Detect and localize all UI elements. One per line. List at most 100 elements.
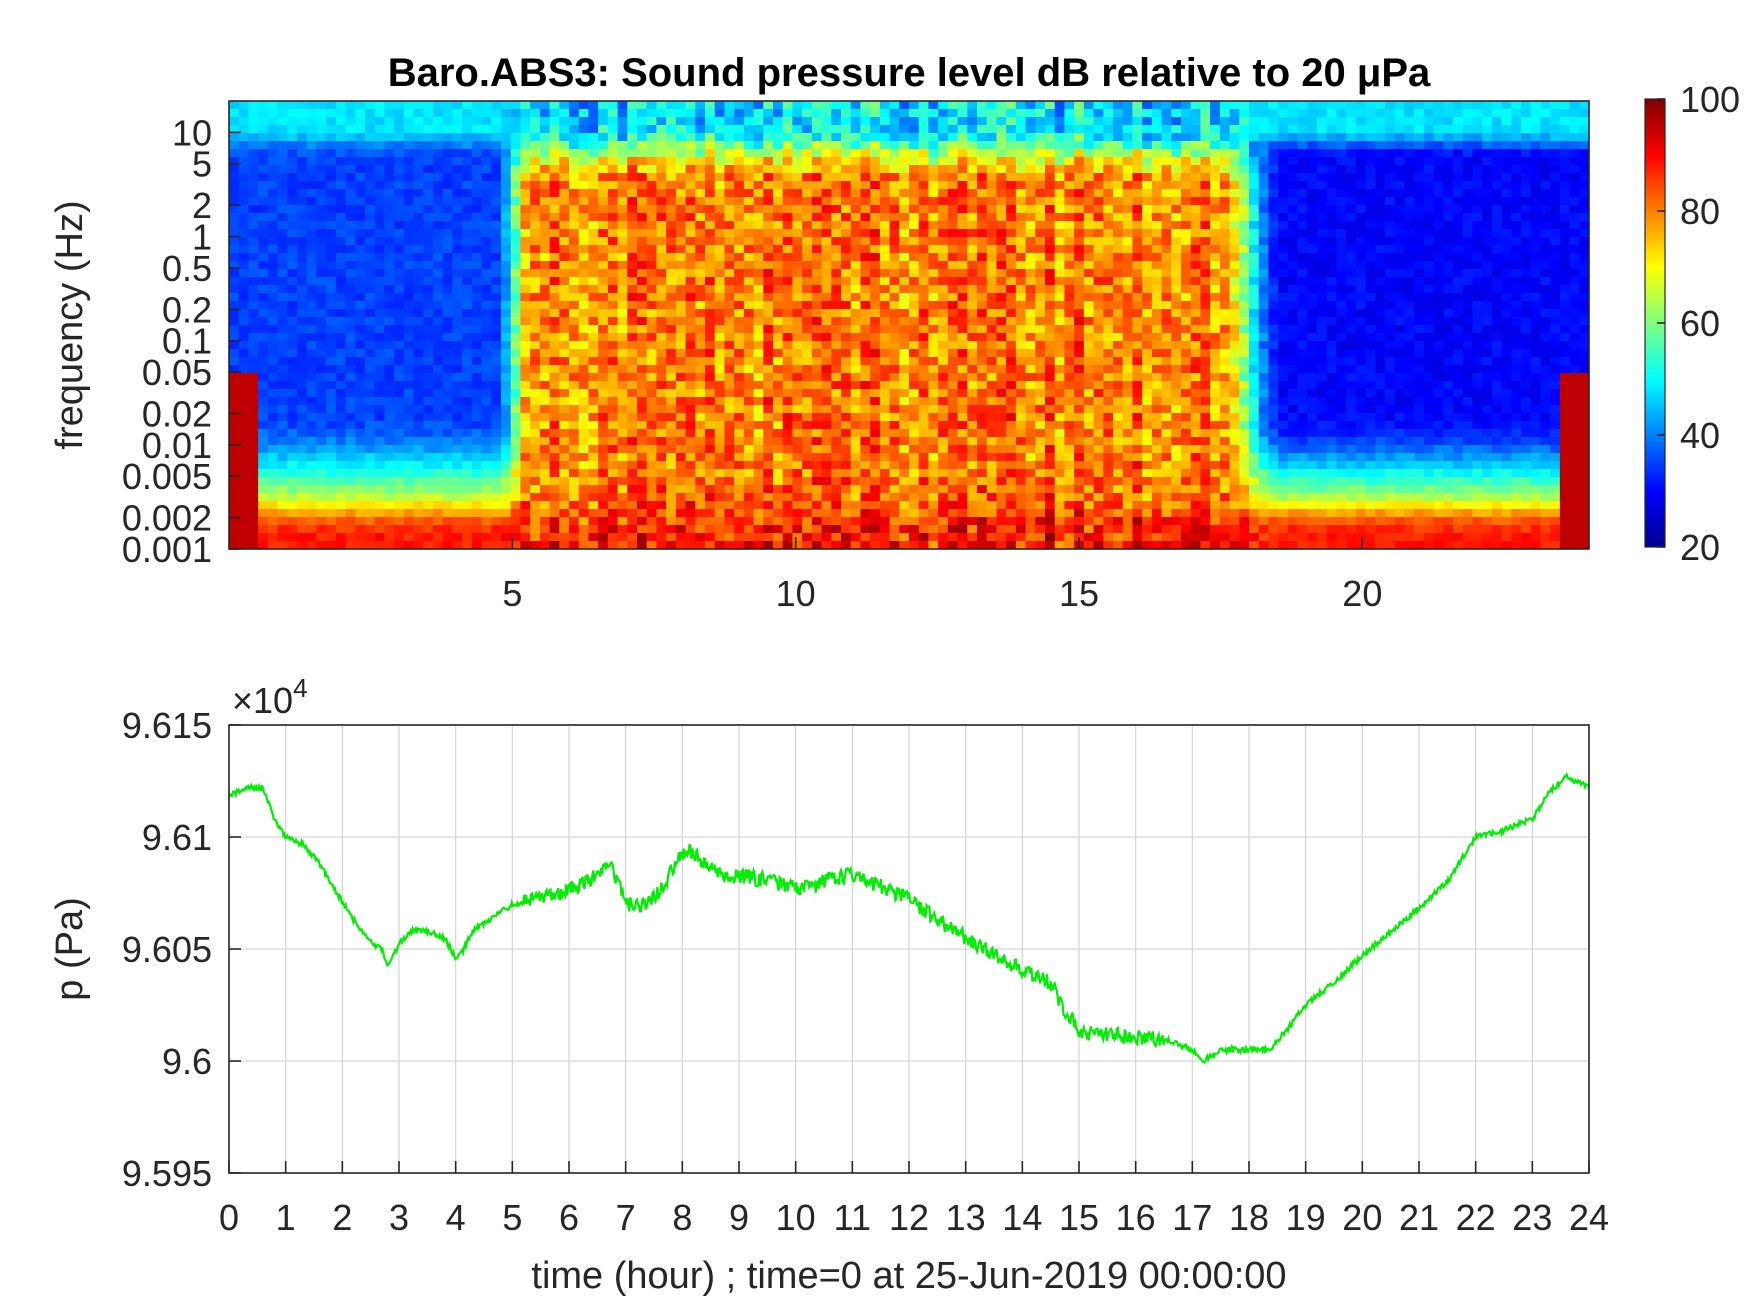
heatmap-cell bbox=[1025, 429, 1036, 438]
heatmap-cell bbox=[1006, 429, 1017, 438]
heatmap-cell bbox=[1064, 469, 1075, 478]
heatmap-cell bbox=[510, 189, 522, 198]
heatmap-cell bbox=[870, 533, 881, 542]
heatmap-cell bbox=[607, 445, 619, 454]
heatmap-cell bbox=[841, 501, 852, 510]
heatmap-cell bbox=[374, 469, 386, 478]
heatmap-cell bbox=[675, 445, 687, 454]
heatmap-cell bbox=[462, 197, 473, 206]
heatmap-cell bbox=[714, 205, 726, 214]
heatmap-cell bbox=[889, 117, 900, 126]
heatmap-cell bbox=[471, 541, 483, 549]
heatmap-cell bbox=[695, 373, 706, 382]
heatmap-cell bbox=[423, 493, 434, 502]
heatmap-cell bbox=[850, 461, 862, 470]
heatmap-cell bbox=[238, 301, 250, 310]
heatmap-cell bbox=[967, 461, 978, 470]
heatmap-cell bbox=[394, 453, 405, 462]
heatmap-cell bbox=[559, 357, 570, 366]
heatmap-cell bbox=[229, 309, 240, 318]
heatmap-cell bbox=[1093, 133, 1104, 142]
heatmap-cell bbox=[646, 309, 658, 318]
heatmap-cell bbox=[724, 309, 735, 318]
heatmap-cell bbox=[423, 445, 434, 454]
heatmap-cell bbox=[928, 277, 939, 286]
heatmap-cell bbox=[588, 301, 599, 310]
heatmap-cell bbox=[355, 461, 366, 470]
heatmap-cell bbox=[763, 133, 774, 142]
heatmap-cell bbox=[899, 325, 910, 334]
heatmap-cell bbox=[248, 429, 259, 438]
heatmap-cell bbox=[607, 125, 619, 134]
heatmap-cell bbox=[743, 533, 755, 542]
heatmap-cell bbox=[248, 357, 259, 366]
heatmap-cell bbox=[384, 373, 395, 382]
heatmap-cell bbox=[297, 133, 308, 142]
heatmap-cell bbox=[238, 421, 250, 430]
heatmap-cell bbox=[355, 285, 366, 294]
heatmap-cell bbox=[384, 221, 395, 230]
heatmap-cell bbox=[617, 357, 628, 366]
heatmap-cell bbox=[714, 301, 726, 310]
heatmap-cell bbox=[870, 117, 881, 126]
heatmap-cell bbox=[685, 413, 696, 422]
heatmap-cell bbox=[374, 533, 386, 542]
heatmap-cell bbox=[394, 285, 405, 294]
heatmap-cell bbox=[734, 397, 745, 406]
heatmap-cell bbox=[792, 197, 803, 206]
heatmap-cell bbox=[646, 117, 658, 126]
heatmap-cell bbox=[782, 173, 794, 182]
heatmap-cell bbox=[277, 509, 288, 518]
heatmap-cell bbox=[986, 421, 998, 430]
heatmap-cell bbox=[928, 389, 939, 398]
heatmap-cell bbox=[811, 477, 823, 486]
heatmap-cell bbox=[462, 237, 473, 246]
heatmap-cell bbox=[675, 517, 687, 526]
heatmap-cell bbox=[267, 509, 279, 518]
heatmap-cell bbox=[947, 125, 959, 134]
heatmap-cell bbox=[918, 413, 930, 422]
heatmap-cell bbox=[947, 261, 959, 270]
heatmap-cell bbox=[802, 205, 813, 214]
heatmap-cell bbox=[977, 157, 988, 166]
heatmap-cell bbox=[656, 333, 667, 342]
heatmap-cell bbox=[345, 149, 356, 158]
heatmap-cell bbox=[656, 365, 667, 374]
heatmap-cell bbox=[267, 517, 279, 526]
heatmap-cell bbox=[491, 189, 502, 198]
heatmap-cell bbox=[1035, 101, 1046, 110]
heatmap-cell bbox=[850, 341, 862, 350]
heatmap-cell bbox=[326, 381, 337, 390]
heatmap-cell bbox=[559, 229, 570, 238]
heatmap-cell bbox=[394, 101, 405, 110]
heatmap-cell bbox=[734, 485, 745, 494]
heatmap-cell bbox=[928, 357, 939, 366]
heatmap-cell bbox=[627, 229, 638, 238]
heatmap-cell bbox=[306, 133, 318, 142]
heatmap-cell bbox=[1025, 293, 1036, 302]
heatmap-cell bbox=[705, 421, 716, 430]
heatmap-cell bbox=[598, 237, 609, 246]
heatmap-cell bbox=[452, 421, 463, 430]
heatmap-cell bbox=[685, 525, 696, 534]
heatmap-cell bbox=[423, 485, 434, 494]
heatmap-cell bbox=[617, 461, 628, 470]
heatmap-cell bbox=[452, 437, 463, 446]
heatmap-cell bbox=[248, 349, 259, 358]
heatmap-cell bbox=[578, 445, 590, 454]
heatmap-cell bbox=[345, 397, 356, 406]
heatmap-cell bbox=[850, 285, 862, 294]
heatmap-cell bbox=[743, 421, 755, 430]
heatmap-cell bbox=[452, 461, 463, 470]
heatmap-cell bbox=[675, 221, 687, 230]
heatmap-cell bbox=[306, 389, 318, 398]
heatmap-cell bbox=[559, 445, 570, 454]
heatmap-cell bbox=[734, 317, 745, 326]
heatmap-cell bbox=[617, 213, 628, 222]
heatmap-cell bbox=[695, 469, 706, 478]
heatmap-cell bbox=[1054, 245, 1066, 254]
heatmap-cell bbox=[753, 253, 764, 262]
heatmap-cell bbox=[734, 277, 745, 286]
heatmap-cell bbox=[753, 109, 764, 118]
heatmap-cell bbox=[277, 493, 288, 502]
